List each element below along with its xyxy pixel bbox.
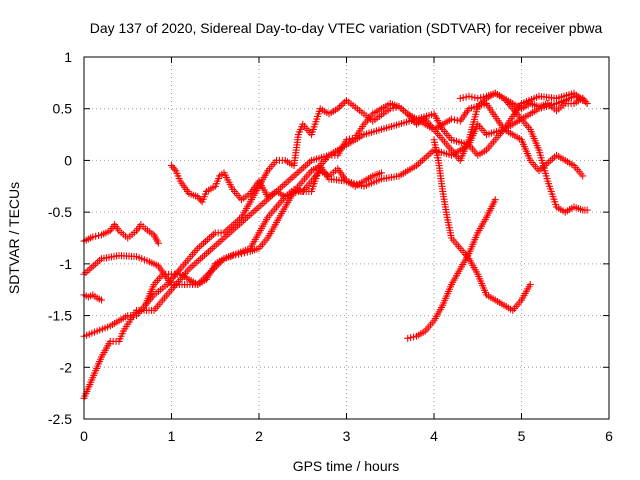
data-point xyxy=(170,165,178,173)
data-point xyxy=(168,162,175,170)
data-point xyxy=(389,104,397,112)
data-point xyxy=(479,98,487,106)
y-tick-label: -1 xyxy=(60,256,73,272)
data-point xyxy=(477,99,485,107)
ticks-layer: 0 1 2 3 4 5 6 -2.5 -2 -1.5 -1 -0.5 0 0.5 1 xyxy=(48,49,613,444)
data-point xyxy=(474,103,482,111)
points-layer xyxy=(80,89,591,402)
data-point xyxy=(89,233,97,241)
x-tick-label: 3 xyxy=(343,428,351,444)
series-sat-e xyxy=(80,89,587,402)
data-point xyxy=(235,250,243,258)
data-point xyxy=(339,100,347,108)
data-point xyxy=(410,333,418,341)
chart-title: Day 137 of 2020, Sidereal Day-to-day VTE… xyxy=(90,20,603,36)
data-point xyxy=(450,116,458,124)
data-point xyxy=(348,134,356,142)
data-point xyxy=(195,194,203,202)
data-point xyxy=(232,251,240,259)
data-point xyxy=(579,172,587,180)
data-point xyxy=(98,296,105,304)
data-point xyxy=(169,163,177,171)
data-point xyxy=(526,281,534,289)
y-tick-label: 1 xyxy=(64,49,72,65)
series-sat-j xyxy=(456,89,591,216)
data-point xyxy=(468,93,476,101)
data-point xyxy=(345,135,353,143)
data-point xyxy=(336,103,343,111)
x-tick-label: 1 xyxy=(168,428,176,444)
data-point xyxy=(474,94,482,102)
y-tick-label: -0.5 xyxy=(48,204,72,220)
x-axis-label: GPS time / hours xyxy=(293,458,400,474)
data-point xyxy=(453,116,461,124)
data-point xyxy=(583,206,591,214)
data-point xyxy=(334,105,342,113)
data-point xyxy=(238,250,245,258)
data-point xyxy=(480,93,488,101)
data-point xyxy=(456,94,464,102)
y-tick-label: -1.5 xyxy=(48,308,72,324)
data-point xyxy=(154,239,162,247)
data-point xyxy=(240,249,248,257)
data-point xyxy=(477,94,485,102)
data-point xyxy=(579,94,587,102)
data-point xyxy=(448,115,455,123)
y-tick-label: -2 xyxy=(60,359,73,375)
data-point xyxy=(95,232,103,240)
data-point xyxy=(404,334,412,342)
data-point xyxy=(476,101,483,109)
data-point xyxy=(459,94,467,102)
data-point xyxy=(343,136,350,144)
y-axis-label: SDTVAR / TECUs xyxy=(6,182,22,294)
data-point xyxy=(378,169,385,177)
x-tick-label: 2 xyxy=(255,428,263,444)
x-tick-label: 6 xyxy=(605,428,613,444)
data-point xyxy=(491,196,499,204)
data-point xyxy=(337,101,345,109)
data-point xyxy=(583,100,591,108)
series-sat-f xyxy=(168,162,385,206)
data-point xyxy=(407,334,415,342)
y-tick-label: 0 xyxy=(64,152,72,168)
data-point xyxy=(462,93,470,101)
series-sat-g xyxy=(141,89,591,309)
data-point xyxy=(481,96,489,104)
series-sat-h xyxy=(404,196,499,342)
series-sat-i xyxy=(430,136,534,314)
data-point xyxy=(243,248,251,256)
data-point xyxy=(92,232,100,240)
y-tick-label: 0.5 xyxy=(53,101,73,117)
x-tick-label: 5 xyxy=(518,428,526,444)
data-point xyxy=(194,193,202,201)
data-point xyxy=(582,98,590,106)
x-tick-label: 4 xyxy=(430,428,438,444)
data-point xyxy=(465,92,473,100)
x-tick-label: 0 xyxy=(80,428,88,444)
data-point xyxy=(580,96,588,104)
data-point xyxy=(471,94,479,102)
data-point xyxy=(229,252,237,260)
y-tick-label: -2.5 xyxy=(48,411,72,427)
